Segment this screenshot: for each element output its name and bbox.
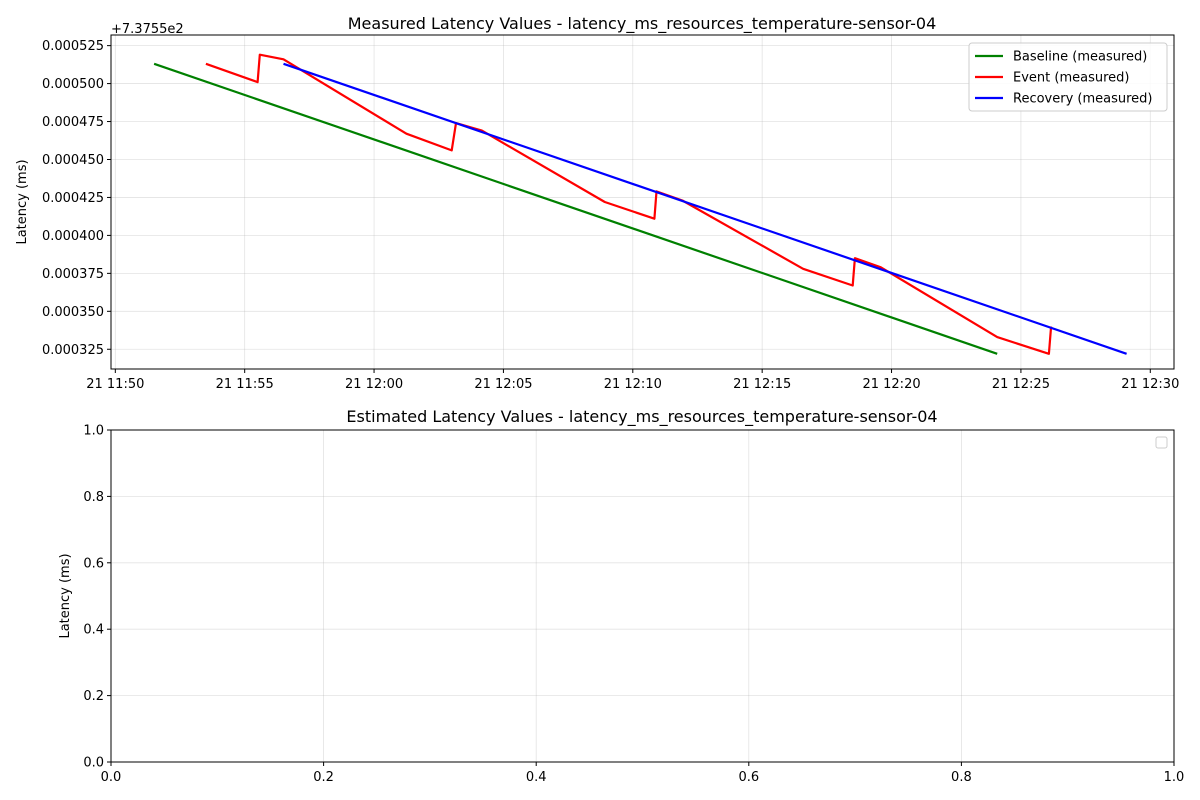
chart1-legend-frame — [968, 42, 1168, 112]
chart1-ytick-label: 0.000425 — [42, 191, 104, 206]
chart2-title: Estimated Latency Values - latency_ms_re… — [346, 407, 937, 427]
chart2-xtick-label: 0.8 — [951, 770, 972, 785]
chart1-ytick-label: 0.000350 — [42, 305, 104, 320]
legend-label-baseline: Baseline (measured) — [1013, 50, 1147, 65]
chart2-ytick-label: 0.6 — [83, 556, 104, 571]
chart1-xtick-label: 21 12:10 — [604, 377, 662, 392]
chart1-xtick-label: 21 11:50 — [86, 377, 144, 392]
chart1-xtick-label: 21 12:15 — [733, 377, 791, 392]
chart1-ylabel: Latency (ms) — [15, 159, 30, 244]
chart1-xtick-label: 21 12:30 — [1121, 377, 1179, 392]
chart2-ytick-label: 0.2 — [83, 689, 104, 704]
chart1-xtick-label: 21 12:20 — [862, 377, 920, 392]
chart1-frame — [110, 34, 1175, 370]
chart1-ytick-label: 0.000325 — [42, 343, 104, 358]
chart2-xtick-label: 0.4 — [526, 770, 547, 785]
series-line-baseline — [153, 62, 998, 355]
chart2-xtick-label: 0.6 — [738, 770, 759, 785]
chart2-ylabel: Latency (ms) — [58, 553, 73, 638]
chart1-xtick-label: 21 12:05 — [474, 377, 532, 392]
chart2-xtick-label: 0.2 — [313, 770, 334, 785]
chart1-legend: Baseline (measured) Event (measured) Recov… — [968, 42, 1168, 112]
series-line-recovery — [283, 62, 1127, 355]
chart2-frame — [110, 429, 1175, 763]
chart2-ytick-label: 1.0 — [83, 424, 104, 439]
legend-label-event: Event (measured) — [1013, 71, 1129, 86]
legend-label-recovery: Recovery (measured) — [1013, 92, 1153, 107]
chart2-ytick-label: 0.4 — [83, 623, 104, 638]
chart1-xtick-label: 21 11:55 — [216, 377, 274, 392]
chart1-ytick-label: 0.000450 — [42, 153, 104, 168]
chart1-ytick-label: 0.000475 — [42, 115, 104, 130]
chart2-ytick-label: 0.0 — [83, 756, 104, 771]
chart1-offset-text: +7.3755e2 — [111, 22, 184, 37]
chart2-empty-legend — [1155, 436, 1168, 449]
chart1-xtick-label: 21 12:00 — [345, 377, 403, 392]
chart2-ytick-label: 0.8 — [83, 490, 104, 505]
chart1-ytick-label: 0.000375 — [42, 267, 104, 282]
chart1-ytick-label: 0.000400 — [42, 229, 104, 244]
chart2-xtick-label: 0.0 — [101, 770, 122, 785]
chart1-ytick-label: 0.000525 — [42, 39, 104, 54]
measured-latency-chart: Measured Latency Values - latency_ms_res… — [15, 14, 1179, 392]
chart2-xtick-label: 1.0 — [1164, 770, 1185, 785]
chart1-ytick-label: 0.000500 — [42, 77, 104, 92]
estimated-latency-chart: Estimated Latency Values - latency_ms_re… — [58, 407, 1184, 785]
chart1-title: Measured Latency Values - latency_ms_res… — [348, 14, 937, 34]
series-line-event — [205, 53, 1053, 355]
chart1-xtick-label: 21 12:25 — [992, 377, 1050, 392]
